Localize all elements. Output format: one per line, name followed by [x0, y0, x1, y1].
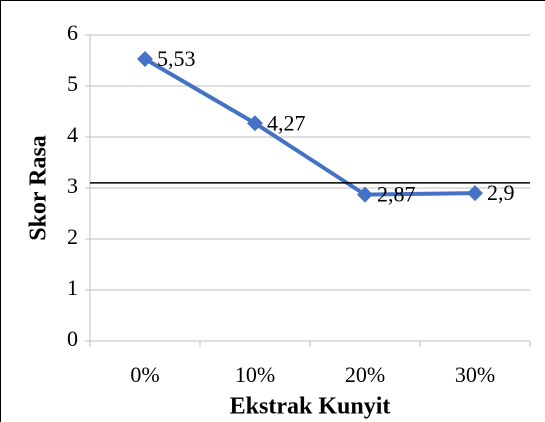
series-line: [143, 57, 476, 197]
x-axis-title: Ekstrak Kunyit: [230, 394, 391, 420]
y-axis-title: Skor Rasa: [26, 135, 52, 241]
y-tick-label: 6: [67, 20, 78, 45]
y-tick-label: 0: [67, 326, 78, 351]
y-tick-label: 2: [67, 224, 78, 249]
data-label: 4,27: [267, 110, 306, 135]
y-tick-label: 3: [67, 173, 78, 198]
y-tick-label: 5: [67, 71, 78, 96]
data-label: 2,87: [377, 182, 416, 207]
x-tick-label: 20%: [345, 362, 385, 387]
x-tick-label: 0%: [130, 362, 159, 387]
data-point: [247, 115, 263, 132]
data-point: [467, 185, 483, 202]
data-label: 5,53: [157, 46, 196, 71]
data-point: [137, 50, 153, 67]
y-tick-label: 1: [67, 275, 78, 300]
x-tick-label: 30%: [455, 362, 495, 387]
data-point: [357, 186, 373, 203]
y-tick-label: 4: [67, 122, 78, 147]
data-label: 2,9: [487, 180, 515, 205]
x-tick-label: 10%: [235, 362, 275, 387]
